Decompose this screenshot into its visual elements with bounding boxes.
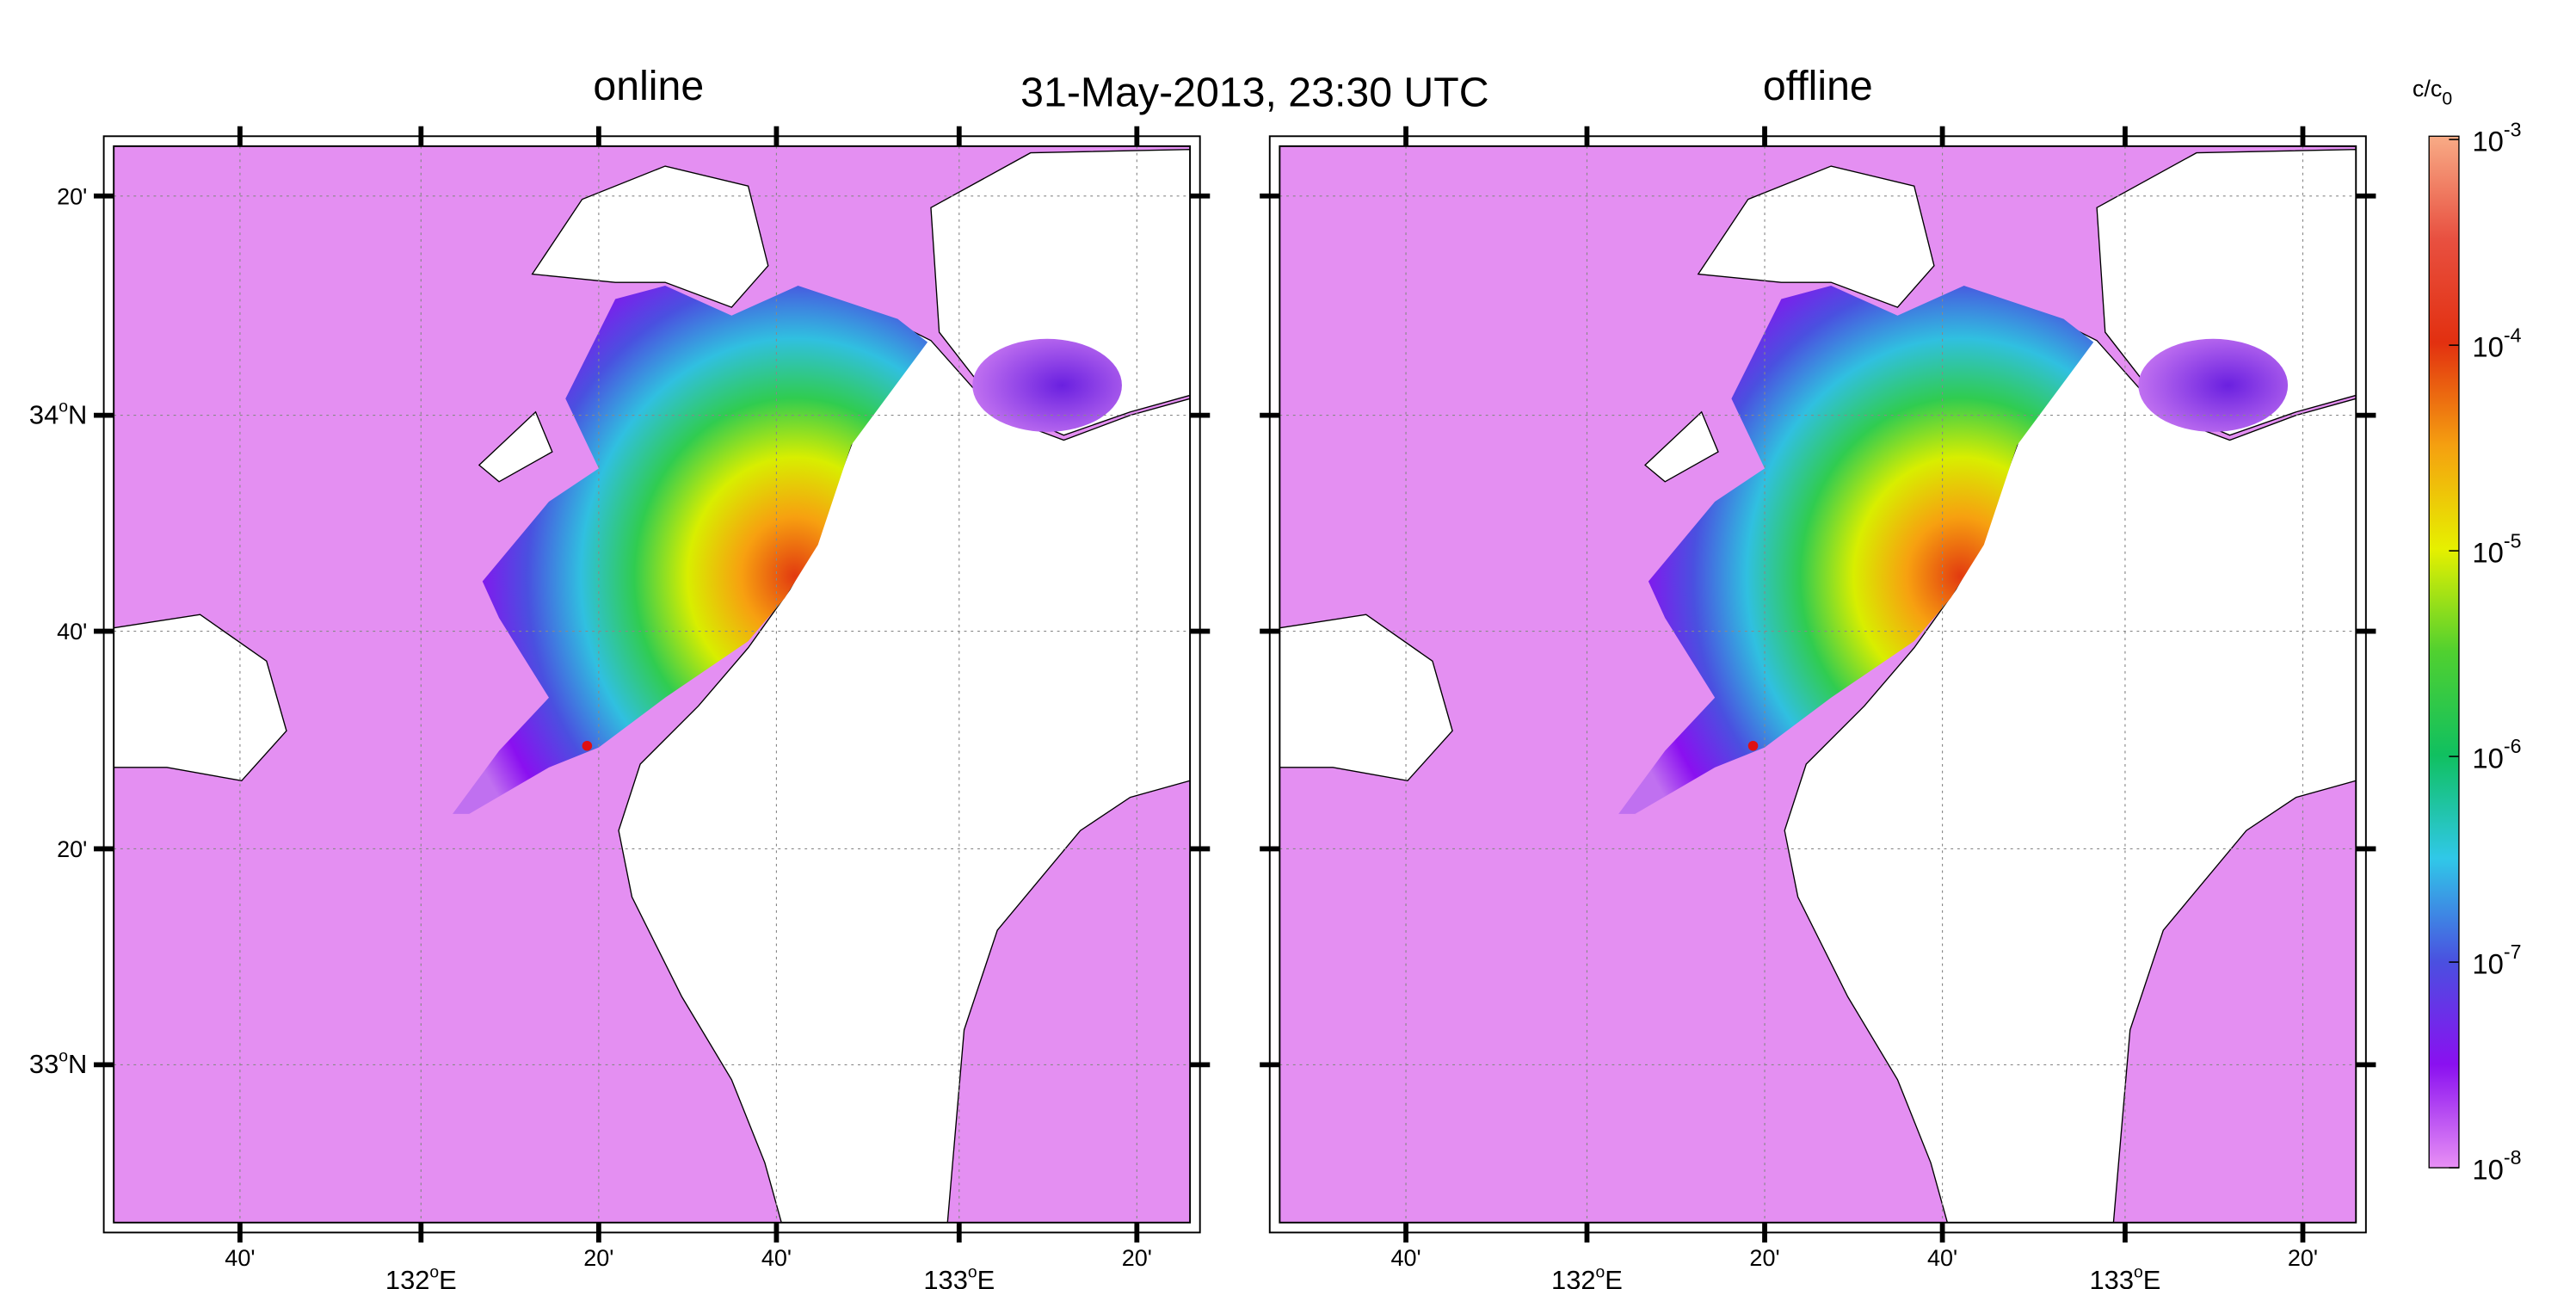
tick-label: 40' — [1390, 1245, 1420, 1271]
colorbar-tick-label: 10-6 — [2472, 735, 2521, 774]
text-part: o — [59, 1048, 68, 1066]
text-part: 10 — [2472, 537, 2503, 569]
text-part: -8 — [2504, 1146, 2522, 1169]
colorbar — [2428, 135, 2460, 1169]
text-part: -4 — [2504, 324, 2522, 346]
text-part: E — [2143, 1265, 2161, 1289]
panel-title: offline — [1763, 63, 1873, 109]
colorbar-label: c/c0 — [2413, 76, 2452, 109]
text-part: -5 — [2504, 529, 2522, 552]
text-part: 10 — [2472, 743, 2503, 774]
panel — [1260, 126, 2376, 1243]
tick-label: 40' — [1927, 1245, 1957, 1271]
tick-label: 20' — [583, 1245, 613, 1271]
frame-inner — [113, 145, 1192, 1224]
text-part: 0 — [2442, 89, 2452, 109]
tick-label: 133oE — [2090, 1263, 2161, 1289]
text-part: 133 — [923, 1265, 968, 1289]
map-view — [1279, 145, 2357, 1224]
panel — [94, 126, 1211, 1243]
frame-outer — [102, 135, 1201, 1234]
text-part: 34 — [29, 399, 59, 429]
tick-label: 34oN — [29, 398, 87, 430]
colorbar-tick-label: 10-7 — [2472, 941, 2521, 979]
text-part: 10 — [2472, 126, 2503, 157]
frame-inner — [1279, 145, 2357, 1224]
text-part: E — [977, 1265, 995, 1289]
tick-label: 40' — [57, 619, 87, 644]
frame-outer — [1268, 135, 2367, 1234]
tick-label: 132oE — [385, 1263, 457, 1289]
text-part: o — [968, 1263, 977, 1281]
text-part: 132 — [1551, 1265, 1596, 1289]
text-part: 10 — [2472, 331, 2503, 363]
colorbar-tick-label: 10-8 — [2472, 1146, 2521, 1185]
text-part: 132 — [385, 1265, 430, 1289]
text-part: 10 — [2472, 948, 2503, 980]
tick-label: 20' — [2288, 1245, 2318, 1271]
colorbar-tick-label: 10-5 — [2472, 529, 2521, 568]
text-part: 33 — [29, 1049, 59, 1079]
tick-label: 133oE — [923, 1263, 995, 1289]
tick-label: 40' — [225, 1245, 255, 1271]
panel-title: online — [593, 63, 704, 109]
text-part: 10 — [2472, 1154, 2503, 1186]
colorbar-tick-label: 10-3 — [2472, 118, 2521, 157]
text-part: -3 — [2504, 118, 2522, 140]
tick-label: 33oN — [29, 1048, 87, 1080]
text-part: N — [68, 399, 87, 429]
tick-label: 20' — [1749, 1245, 1779, 1271]
text-part: o — [2134, 1263, 2143, 1281]
tick-label: 40' — [761, 1245, 792, 1271]
tick-label: 132oE — [1551, 1263, 1623, 1289]
tick-label: 20' — [57, 183, 87, 209]
tick-label: 20' — [1122, 1245, 1152, 1271]
text-part: -7 — [2504, 941, 2522, 963]
text-part: o — [1596, 1263, 1605, 1281]
text-part: c/c — [2413, 76, 2443, 102]
text-part: N — [68, 1049, 87, 1079]
text-part: o — [429, 1263, 439, 1281]
text-part: E — [1605, 1265, 1623, 1289]
tick-label: 20' — [57, 836, 87, 862]
colorbar-tick-label: 10-4 — [2472, 324, 2521, 362]
text-part: o — [59, 398, 68, 416]
map-view — [113, 145, 1192, 1224]
text-part: -6 — [2504, 735, 2522, 757]
text-part: E — [439, 1265, 457, 1289]
text-part: 133 — [2090, 1265, 2135, 1289]
figure-title: 31-May-2013, 23:30 UTC — [1020, 70, 1488, 116]
